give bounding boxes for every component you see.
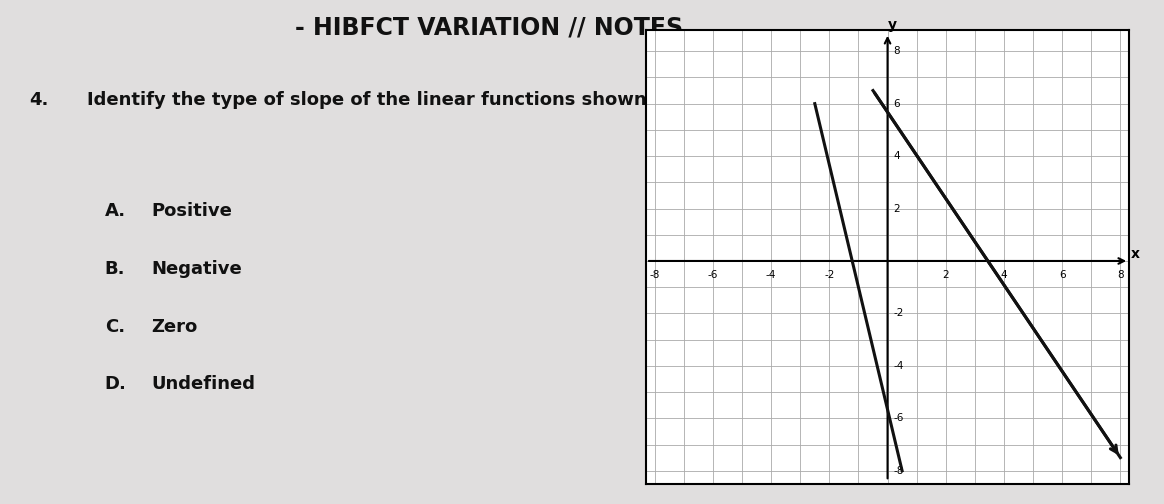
- Text: 6: 6: [894, 99, 900, 109]
- Text: -4: -4: [894, 361, 903, 371]
- Text: 4: 4: [894, 151, 900, 161]
- Text: -6: -6: [708, 270, 718, 280]
- Text: B.: B.: [105, 260, 126, 278]
- Text: D.: D.: [105, 375, 127, 394]
- Text: 4: 4: [1001, 270, 1007, 280]
- Text: Identify the type of slope of the linear functions shown on the graph.: Identify the type of slope of the linear…: [87, 91, 790, 109]
- Text: 6: 6: [1059, 270, 1065, 280]
- Text: -2: -2: [824, 270, 835, 280]
- Text: Undefined: Undefined: [151, 375, 255, 394]
- Text: C.: C.: [105, 318, 125, 336]
- Text: x: x: [1130, 247, 1140, 262]
- Text: Negative: Negative: [151, 260, 242, 278]
- Text: -8: -8: [894, 466, 903, 476]
- Text: 4.: 4.: [29, 91, 49, 109]
- Text: - HIBFCT VARIATION // NOTES: - HIBFCT VARIATION // NOTES: [294, 15, 683, 39]
- Text: 8: 8: [894, 46, 900, 56]
- Text: 2: 2: [943, 270, 949, 280]
- Text: Positive: Positive: [151, 202, 232, 220]
- Text: -4: -4: [766, 270, 776, 280]
- Text: 8: 8: [1117, 270, 1123, 280]
- Text: A.: A.: [105, 202, 126, 220]
- Text: 2: 2: [894, 204, 900, 214]
- Text: Zero: Zero: [151, 318, 198, 336]
- Text: -2: -2: [894, 308, 903, 319]
- Text: -6: -6: [894, 413, 903, 423]
- Text: y: y: [887, 18, 896, 32]
- Text: -8: -8: [650, 270, 660, 280]
